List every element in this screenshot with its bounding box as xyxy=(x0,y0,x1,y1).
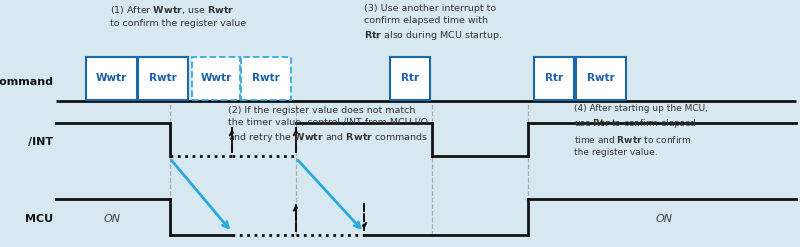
Text: ON: ON xyxy=(103,214,121,224)
FancyBboxPatch shape xyxy=(192,57,240,100)
Text: (2) If the register value does not match
the timer value, control /INT from MCU : (2) If the register value does not match… xyxy=(228,106,428,144)
Text: Rwtr: Rwtr xyxy=(149,73,177,83)
Text: Wwtr: Wwtr xyxy=(96,73,127,83)
Text: Command: Command xyxy=(0,77,54,86)
Text: (3) Use another interrupt to
confirm elapsed time with
$\mathbf{Rtr}$ also durin: (3) Use another interrupt to confirm ela… xyxy=(364,4,502,42)
Text: (4) After starting up the MCU,
use $\mathbf{Rtr}$ to confirm elapsed
time and $\: (4) After starting up the MCU, use $\mat… xyxy=(574,104,708,157)
Text: ON: ON xyxy=(655,214,673,224)
Text: Rtr: Rtr xyxy=(402,73,419,83)
Text: /INT: /INT xyxy=(29,137,54,147)
Text: Rtr: Rtr xyxy=(546,73,563,83)
Text: Rwtr: Rwtr xyxy=(587,73,615,83)
FancyBboxPatch shape xyxy=(138,57,188,100)
FancyBboxPatch shape xyxy=(241,57,291,100)
FancyBboxPatch shape xyxy=(576,57,626,100)
Text: (1) After $\mathbf{Wwtr}$, use $\mathbf{Rwtr}$
to confirm the register value: (1) After $\mathbf{Wwtr}$, use $\mathbf{… xyxy=(110,4,246,28)
FancyBboxPatch shape xyxy=(390,57,430,100)
FancyBboxPatch shape xyxy=(534,57,574,100)
Text: Rwtr: Rwtr xyxy=(252,73,280,83)
FancyBboxPatch shape xyxy=(86,57,137,100)
Text: MCU: MCU xyxy=(26,214,54,224)
Text: Wwtr: Wwtr xyxy=(200,73,232,83)
